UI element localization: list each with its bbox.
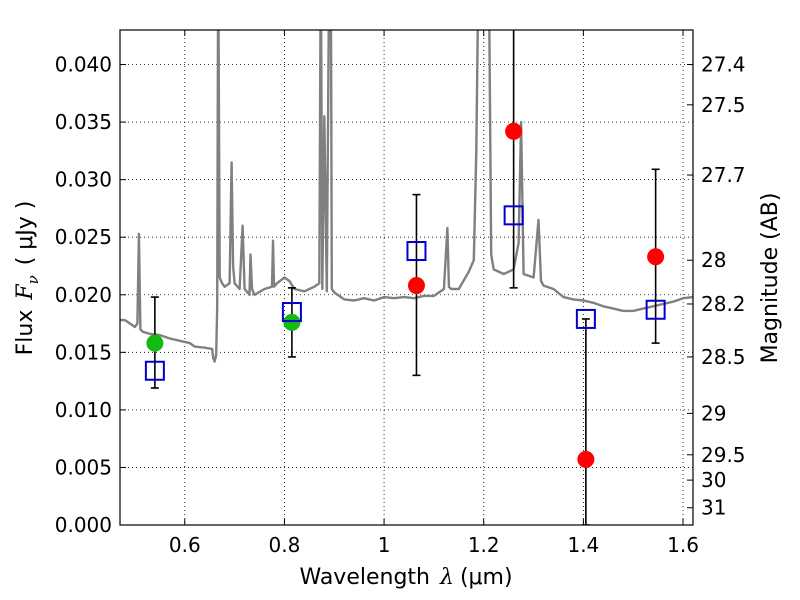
- magnitude-tick-label: 27.4: [701, 53, 746, 77]
- y-tick-label: 0.010: [55, 398, 112, 422]
- y-tick-label: 0.040: [55, 53, 112, 77]
- axis-ticks: 0.6 0.8 1 1.2 1.4 1.6 0.000 0.005 0.010 0.015 0.02…: [55, 30, 746, 557]
- y-tick-label: 0.035: [55, 110, 112, 134]
- magnitude-tick-label: 29: [701, 401, 726, 425]
- magnitude-tick-label: 27.7: [701, 163, 746, 187]
- grid-lines: [120, 30, 693, 526]
- magnitude-tick-label: 31: [701, 496, 726, 520]
- x-tick-label: 1.2: [468, 533, 500, 557]
- red-data-point: [577, 450, 595, 468]
- magnitude-tick-label: 28.5: [701, 345, 746, 369]
- red-data-point: [505, 122, 523, 140]
- model-photometry-square: [144, 360, 165, 381]
- red-data-point: [407, 277, 425, 295]
- data-markers: [144, 122, 666, 468]
- magnitude-tick-label: 28.2: [701, 292, 746, 316]
- y-tick-label: 0.020: [55, 283, 112, 307]
- plot-frame: [119, 29, 694, 526]
- green-data-point: [146, 334, 164, 352]
- model-photometry-square: [575, 308, 596, 329]
- x-tick-label: 1: [378, 533, 391, 557]
- magnitude-tick-label: 30: [701, 468, 726, 492]
- x-tick-label: 1.4: [567, 533, 599, 557]
- model-photometry-square: [645, 299, 666, 320]
- y-tick-label: 0.015: [55, 340, 112, 364]
- y-tick-label: 0.005: [55, 455, 112, 479]
- green-data-point: [283, 313, 301, 331]
- model-photometry-square: [281, 302, 302, 323]
- model-photometry-square: [503, 205, 524, 226]
- y-tick-label: 0.025: [55, 225, 112, 249]
- x-tick-label: 0.6: [169, 533, 201, 557]
- magnitude-tick-label: 29.5: [701, 443, 746, 467]
- x-tick-label: 0.8: [269, 533, 301, 557]
- magnitude-tick-label: 28: [701, 248, 726, 272]
- x-axis-title: Wavelength λ (μm): [299, 565, 512, 590]
- y-tick-label: 0.000: [55, 513, 112, 537]
- model-photometry-square: [406, 241, 427, 262]
- red-data-point: [647, 248, 665, 266]
- y-tick-label: 0.030: [55, 168, 112, 192]
- model-spectrum-layer: [120, 30, 693, 363]
- magnitude-axis-title: Magnitude (AB): [758, 193, 783, 364]
- model-spectrum-line: [120, 30, 693, 363]
- magnitude-tick-label: 27.5: [701, 93, 746, 117]
- x-tick-label: 1.6: [667, 533, 699, 557]
- y-axis-title: FluxFν( μJy ): [13, 201, 42, 356]
